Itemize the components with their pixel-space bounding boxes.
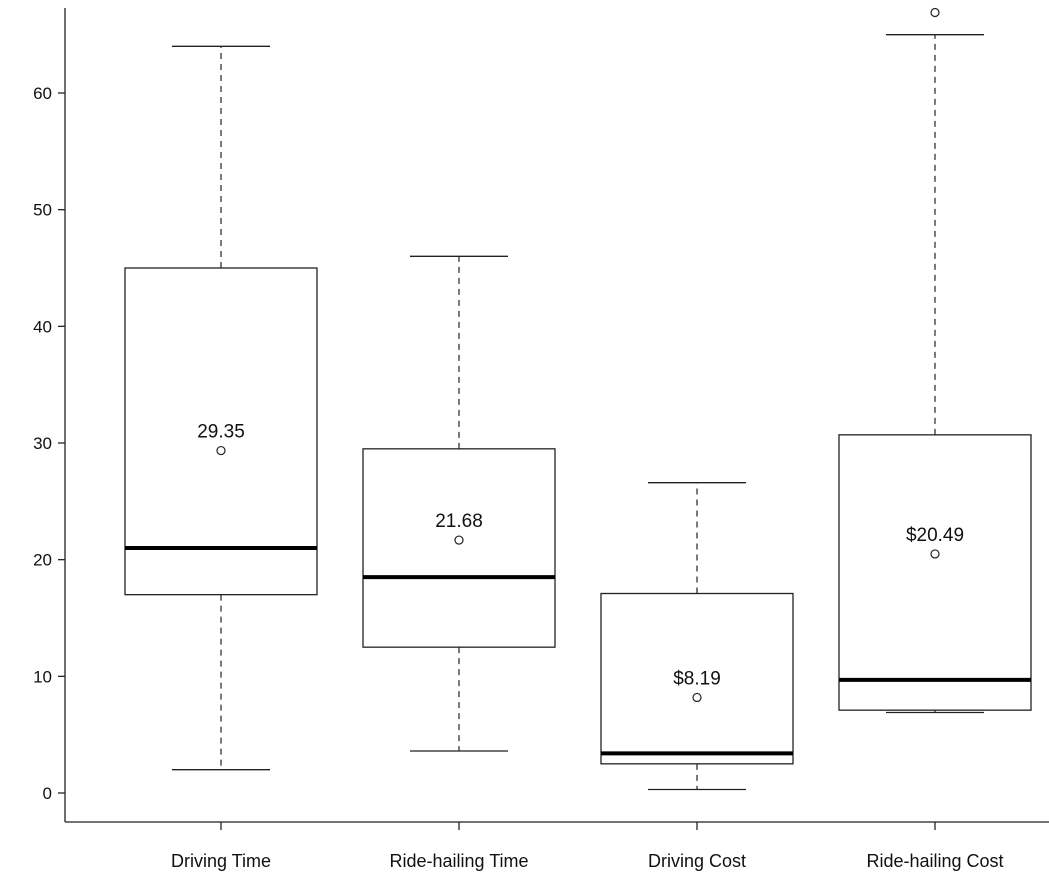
y-tick-label: 30 <box>33 434 52 453</box>
y-tick-label: 10 <box>33 667 52 686</box>
y-tick-label: 20 <box>33 551 52 570</box>
y-tick-label: 60 <box>33 84 52 103</box>
iqr-box <box>124 267 318 596</box>
x-tick-label: Ride-hailing Cost <box>866 851 1003 871</box>
mean-point <box>930 549 940 559</box>
mean-point <box>216 445 226 456</box>
y-tick-label: 0 <box>43 784 52 803</box>
x-tick-label: Driving Time <box>171 851 271 871</box>
mean-point <box>454 535 464 545</box>
iqr-box <box>838 434 1032 711</box>
mean-value-label: 21.68 <box>435 511 483 532</box>
mean-value-label: $20.49 <box>906 525 964 546</box>
mean-value-label: $8.19 <box>673 668 721 689</box>
iqr-box <box>362 448 556 648</box>
mean-point <box>692 692 702 703</box>
x-tick-label: Ride-hailing Time <box>389 851 528 871</box>
y-tick-label: 40 <box>33 317 52 336</box>
mean-value-label: 29.35 <box>197 422 245 443</box>
y-tick-label: 50 <box>33 201 52 220</box>
x-tick-label: Driving Cost <box>648 851 746 871</box>
outlier-point <box>930 7 940 18</box>
iqr-box <box>600 592 794 765</box>
